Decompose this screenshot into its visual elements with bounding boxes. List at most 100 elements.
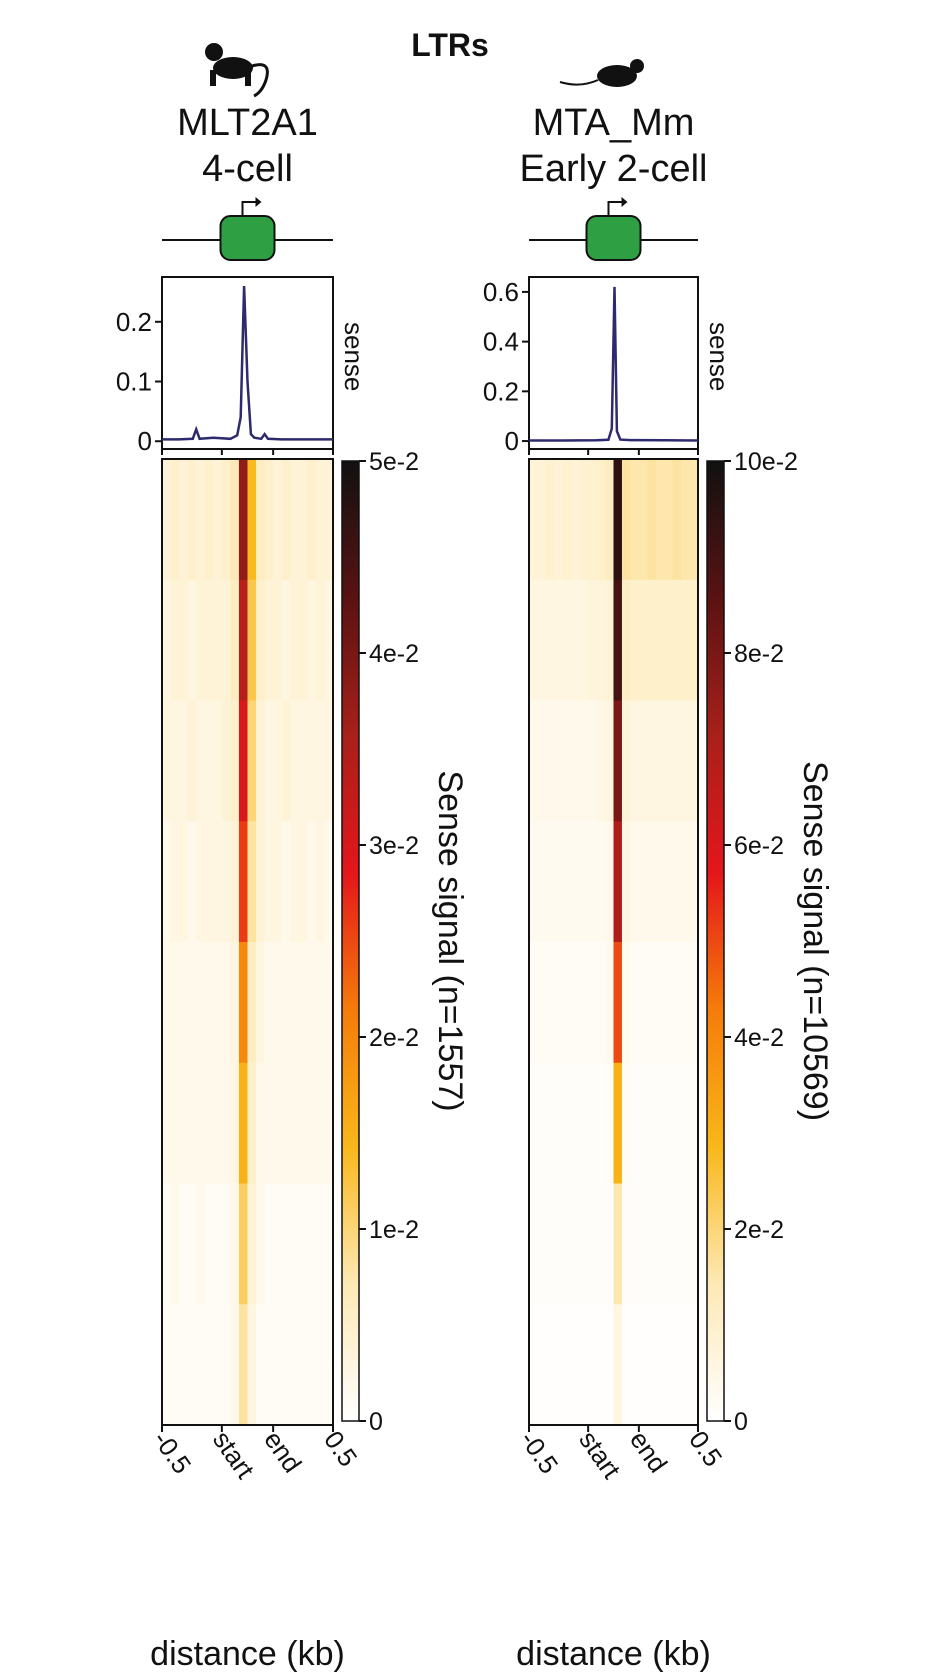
heatmap-cell <box>281 1062 291 1184</box>
heatmap-cell <box>162 1062 171 1184</box>
heatmap-cell <box>179 579 189 701</box>
heatmap-cell <box>613 821 623 943</box>
heatmap-cell <box>196 1062 206 1184</box>
heatmap-cell <box>204 459 214 581</box>
heatmap-cell <box>256 1304 265 1426</box>
heatmap-cell <box>230 1304 240 1426</box>
heatmap-cell <box>655 821 665 943</box>
heatmap-cell <box>621 579 631 701</box>
heatmap-cell <box>638 942 648 1064</box>
heatmap-cell <box>621 942 631 1064</box>
heatmap-cell <box>529 459 538 581</box>
heatmap-cell <box>647 942 657 1064</box>
x-tick-label: 0.5 <box>318 1425 363 1472</box>
heatmap-cell <box>689 1062 699 1184</box>
heatmap-cell <box>170 1062 180 1184</box>
heatmap-cell <box>196 700 206 822</box>
gene-box <box>219 215 276 261</box>
colorbar-label: Sense signal (n=1557) <box>431 770 469 1111</box>
heatmap-cell <box>571 942 581 1064</box>
profile-frame <box>161 276 334 450</box>
heatmap-cell <box>204 1183 214 1305</box>
heatmap-cell <box>213 1304 223 1426</box>
heatmap-cell <box>647 821 657 943</box>
monkey-icon <box>205 43 269 98</box>
heatmap-cell <box>324 1183 334 1305</box>
heatmap-cell <box>537 459 547 581</box>
heatmap-cell <box>545 1183 555 1305</box>
heatmap-cell <box>571 821 581 943</box>
heatmap-cell <box>162 821 171 943</box>
heatmap-cell <box>588 821 597 943</box>
heatmap-cell <box>638 1183 648 1305</box>
heatmap-cell <box>179 700 189 822</box>
heatmap-cell <box>655 700 665 822</box>
heatmap-cell <box>647 579 657 701</box>
heatmap-cell <box>179 1062 189 1184</box>
heatmap-cell <box>664 700 674 822</box>
x-tick-label: start <box>207 1425 261 1484</box>
heatmap-cell <box>562 821 572 943</box>
heatmap-cell <box>324 821 334 943</box>
heatmap-cell <box>204 1304 214 1426</box>
heatmap-cell <box>256 821 265 943</box>
heatmap-cell <box>630 821 640 943</box>
heatmap-cell <box>579 821 589 943</box>
heatmap-cell <box>290 459 300 581</box>
heatmap-cell <box>290 700 300 822</box>
heatmap-cell <box>162 1304 171 1426</box>
heatmap-cell <box>221 459 231 581</box>
heatmap-cell <box>230 1062 240 1184</box>
heatmap-cell <box>689 1304 699 1426</box>
tss-arrowhead <box>621 197 628 207</box>
heatmap-cell <box>647 459 657 581</box>
heatmap-cell <box>647 1062 657 1184</box>
heatmap-cell <box>187 1183 197 1305</box>
heatmap-frame <box>161 458 334 1426</box>
heatmap-cell <box>298 821 308 943</box>
heatmap-cell <box>579 1062 589 1184</box>
heatmap-cell <box>256 1183 265 1305</box>
heatmap-cell <box>681 700 690 822</box>
heatmap-cell <box>298 459 308 581</box>
heatmap-cell <box>290 821 300 943</box>
heatmap-cell <box>170 1304 180 1426</box>
heatmap-cell <box>562 459 572 581</box>
heatmap-cell <box>605 579 614 701</box>
heatmap-cell <box>613 942 623 1064</box>
heatmap-cell <box>562 1304 572 1426</box>
heatmap-cell <box>290 1062 300 1184</box>
colorbar-tick-label: 4e-2 <box>734 1024 784 1052</box>
heatmap-cell <box>681 579 690 701</box>
heatmap-cell <box>324 459 334 581</box>
colorbar-label: Sense signal (n=10569) <box>796 761 834 1121</box>
heatmap-cell <box>221 821 231 943</box>
heatmap-cell <box>613 1062 623 1184</box>
heatmap-cell <box>315 1304 325 1426</box>
heatmap-cell <box>196 942 206 1064</box>
panel-title: MLT2A1 <box>177 102 318 144</box>
heatmap-cell <box>545 700 555 822</box>
heatmap-cell <box>315 942 325 1064</box>
x-tick-label: 0.5 <box>683 1425 728 1472</box>
heatmap-cell <box>579 942 589 1064</box>
heatmap-cell <box>621 459 631 581</box>
heatmap-cell <box>315 700 325 822</box>
heatmap-cell <box>170 579 180 701</box>
heatmap-cell <box>281 459 291 581</box>
heatmap-cell <box>655 459 665 581</box>
tss-arrow <box>241 201 256 216</box>
heatmap-cell <box>273 1183 283 1305</box>
heatmap-cell <box>554 459 564 581</box>
heatmap-cell <box>681 1183 690 1305</box>
heatmap-cell <box>571 1183 581 1305</box>
heatmap-cell <box>290 1183 300 1305</box>
y-tick-label: 0.6 <box>483 277 519 307</box>
heatmap-cell <box>221 579 231 701</box>
heatmap-cell <box>307 459 317 581</box>
heatmap-cell <box>545 1062 555 1184</box>
heatmap-cell <box>681 942 690 1064</box>
heatmap-cell <box>273 579 283 701</box>
heatmap-cell <box>256 459 265 581</box>
